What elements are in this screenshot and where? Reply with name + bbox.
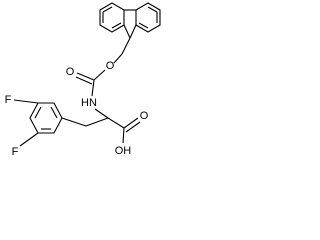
bond xyxy=(91,79,95,97)
bond xyxy=(75,76,93,85)
bond xyxy=(50,106,58,119)
bond xyxy=(76,72,95,81)
bond xyxy=(19,132,39,147)
atom-label: HN xyxy=(81,97,97,109)
atom-label: O xyxy=(66,66,75,78)
bond xyxy=(123,117,139,129)
bond xyxy=(102,6,113,13)
atom-label: F xyxy=(5,94,12,106)
bond xyxy=(121,37,131,55)
atom-labels: F F HN O O O OH xyxy=(5,60,149,158)
atom-label: OH xyxy=(115,145,132,157)
bond xyxy=(34,106,42,119)
atom-label: F xyxy=(12,146,19,158)
bond xyxy=(123,24,131,39)
structure: F F HN O O O OH xyxy=(5,2,161,158)
bond xyxy=(61,117,87,127)
bond xyxy=(122,127,125,144)
bond xyxy=(107,117,125,129)
atom-label: O xyxy=(106,60,115,72)
bond xyxy=(111,22,122,29)
bond xyxy=(13,99,39,104)
bond xyxy=(125,121,141,133)
bond xyxy=(147,6,158,13)
bonds xyxy=(13,2,161,147)
page: F F HN O O O OH (() => { const data = JS… xyxy=(4,2,161,158)
ring xyxy=(29,102,63,134)
bond xyxy=(85,117,109,127)
bond xyxy=(94,108,109,119)
bond xyxy=(129,24,137,39)
atom-label: O xyxy=(140,110,149,122)
bond xyxy=(138,22,149,29)
bond xyxy=(93,69,106,81)
bond xyxy=(113,53,123,64)
